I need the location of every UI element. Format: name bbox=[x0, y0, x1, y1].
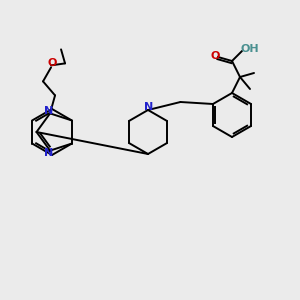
Text: O: O bbox=[210, 51, 220, 61]
Text: N: N bbox=[44, 148, 54, 158]
Text: N: N bbox=[44, 106, 54, 116]
Text: N: N bbox=[144, 102, 154, 112]
Text: OH: OH bbox=[241, 44, 259, 54]
Text: O: O bbox=[47, 58, 57, 68]
